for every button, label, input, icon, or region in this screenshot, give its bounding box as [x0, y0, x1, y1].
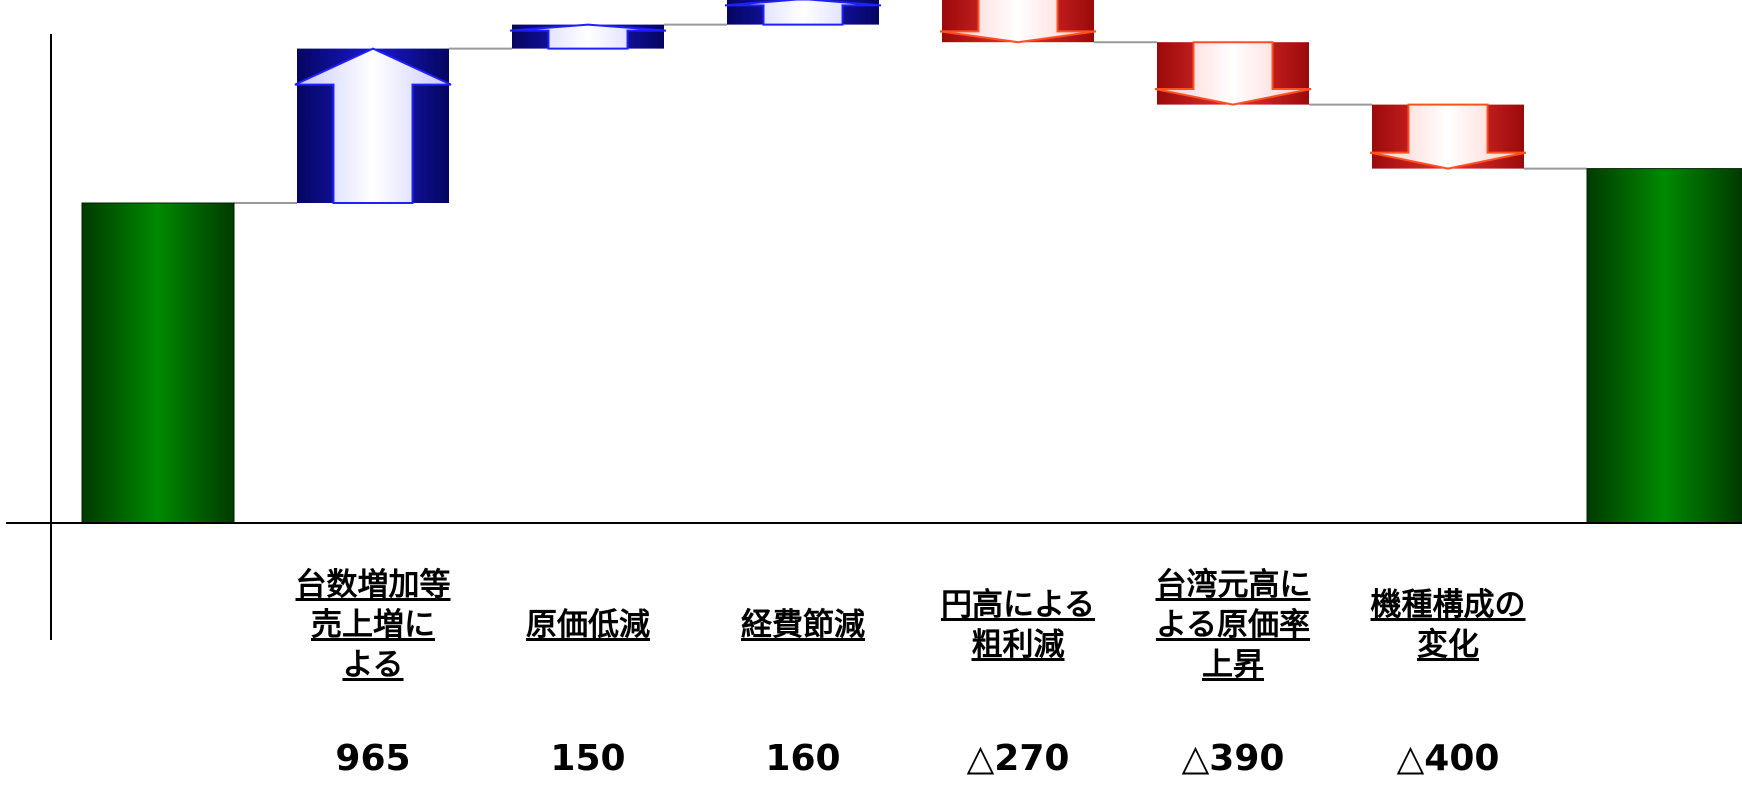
category-label-line: 台湾元高に: [1155, 567, 1311, 603]
category-label: 原価低減: [473, 605, 703, 645]
category-label-line: 機種構成の: [1370, 587, 1526, 623]
category-label-line: 売上増に: [311, 607, 435, 643]
value-label: △390: [1181, 738, 1285, 779]
category-label-line: 粗利減: [971, 627, 1065, 663]
bar-start-total: [81, 202, 235, 524]
category-label: 機種構成の 変化: [1333, 585, 1563, 665]
category-label-line: 円高による: [940, 587, 1096, 623]
category-label-line: 上昇: [1202, 647, 1264, 683]
value-label: △270: [966, 738, 1070, 779]
arrow-down-icon: [1154, 41, 1312, 106]
value-label: 160: [765, 738, 841, 779]
category-label-line: よる: [342, 647, 404, 683]
arrow-down-icon: [1369, 103, 1527, 170]
category-label-line: 変化: [1417, 627, 1479, 663]
category-label: 台数増加等売上増による: [258, 565, 488, 685]
arrow-up-icon: [724, 0, 882, 26]
category-label: 台湾元高による原価率上昇: [1118, 565, 1348, 685]
value-label: 965: [335, 738, 411, 779]
arrow-up-icon: [294, 47, 452, 204]
bar-end-total: [1586, 168, 1742, 524]
arrow-down-icon: [939, 0, 1097, 44]
category-label: 円高による 粗利減: [903, 585, 1133, 665]
category-label-line: よる原価率: [1155, 607, 1311, 643]
category-label-line: 経費節減: [741, 607, 865, 643]
value-label: 150: [550, 738, 626, 779]
category-label-line: 原価低減: [526, 607, 650, 643]
category-label: 経費節減: [688, 605, 918, 645]
arrow-up-icon: [509, 23, 667, 50]
value-label: △400: [1396, 738, 1500, 779]
category-label-line: 台数増加等: [295, 567, 451, 603]
